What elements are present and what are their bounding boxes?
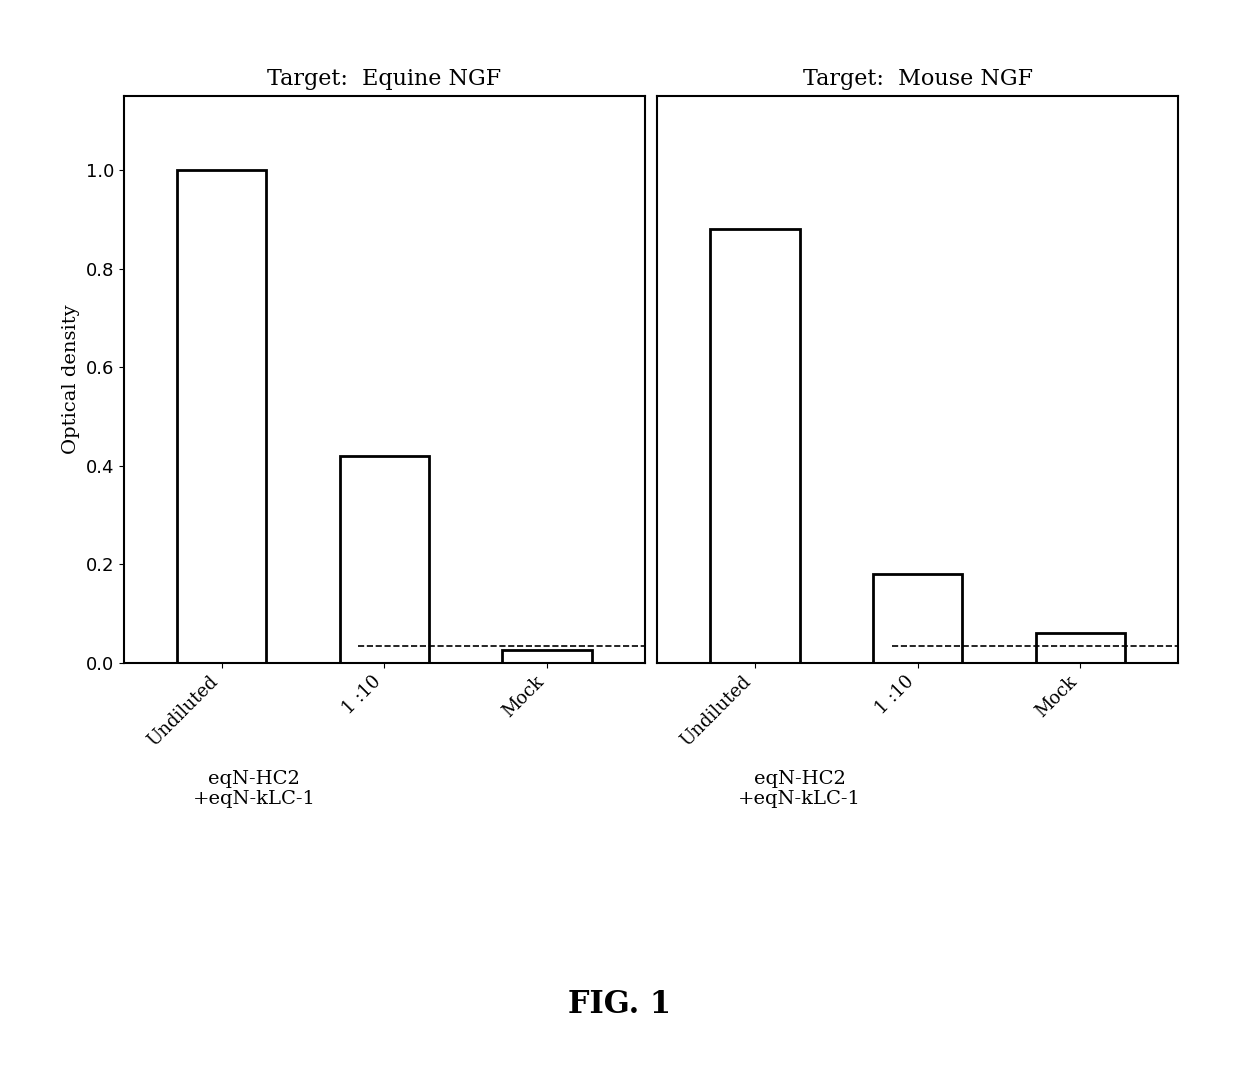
- Bar: [1035, 633, 1125, 663]
- Title: Target:  Equine NGF: Target: Equine NGF: [268, 68, 501, 90]
- Bar: [177, 170, 267, 663]
- Text: eqN-HC2
+eqN-kLC-1: eqN-HC2 +eqN-kLC-1: [738, 770, 862, 808]
- Bar: [340, 455, 429, 663]
- Bar: [873, 574, 962, 663]
- Title: Target:  Mouse NGF: Target: Mouse NGF: [802, 68, 1033, 90]
- Bar: [502, 650, 591, 663]
- Text: FIG. 1: FIG. 1: [568, 990, 672, 1020]
- Bar: [711, 229, 800, 663]
- Text: eqN-HC2
+eqN-kLC-1: eqN-HC2 +eqN-kLC-1: [192, 770, 316, 808]
- Y-axis label: Optical density: Optical density: [62, 305, 81, 454]
